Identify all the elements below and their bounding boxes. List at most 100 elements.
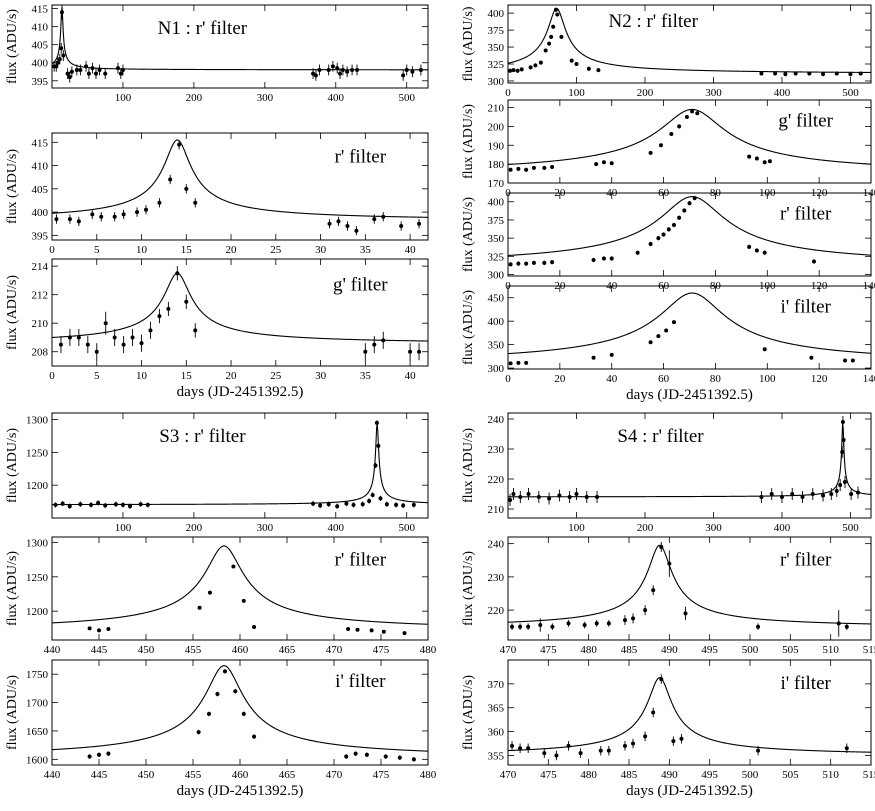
- point-marker: [783, 72, 788, 77]
- data-point: [659, 541, 664, 552]
- data-point: [511, 488, 516, 500]
- data-point: [157, 308, 162, 324]
- point-marker: [350, 67, 355, 72]
- point-marker: [591, 355, 596, 360]
- point-marker: [601, 160, 606, 165]
- point-marker: [574, 492, 579, 496]
- point-marker: [850, 358, 855, 363]
- data-point: [139, 334, 144, 352]
- panel-title: N1 : r' filter: [158, 18, 248, 39]
- point-marker: [531, 260, 536, 265]
- data-point: [759, 71, 764, 76]
- point-marker: [215, 692, 220, 697]
- y-tick-label: 395: [32, 230, 49, 242]
- data-point: [807, 71, 812, 76]
- point-marker: [844, 624, 849, 629]
- panel-title: N2 : r' filter: [608, 11, 698, 32]
- data-point: [821, 72, 826, 77]
- point-marker: [408, 349, 413, 354]
- point-marker: [327, 221, 332, 226]
- x-tick-label: 500: [742, 644, 759, 656]
- point-marker: [596, 68, 601, 73]
- data-point: [363, 343, 368, 361]
- data-point: [373, 462, 378, 469]
- point-marker: [383, 754, 388, 759]
- y-tick-label: 395: [32, 76, 49, 88]
- panel-title: r' filter: [335, 146, 387, 167]
- data-point: [783, 72, 788, 77]
- point-marker: [658, 143, 663, 148]
- point-marker: [566, 621, 571, 626]
- point-marker: [840, 450, 845, 454]
- data-point: [547, 492, 552, 505]
- data-point: [118, 68, 123, 79]
- y-axis-title: flux (ADU/s): [5, 149, 20, 224]
- data-point: [345, 221, 350, 231]
- x-tick-label: 500: [398, 522, 415, 534]
- y-axis-title: flux (ADU/s): [5, 9, 20, 84]
- data-point: [648, 340, 653, 345]
- data-point: [834, 71, 839, 76]
- point-marker: [252, 734, 257, 739]
- x-tick-label: 300: [705, 87, 722, 99]
- data-point: [606, 620, 611, 627]
- x-tick-label: 10: [136, 370, 148, 382]
- x-tick-label: 480: [420, 644, 437, 656]
- data-point: [834, 485, 839, 497]
- data-point: [144, 205, 148, 215]
- point-marker: [538, 623, 543, 628]
- point-marker: [330, 64, 335, 69]
- y-tick-label: 450: [488, 293, 505, 305]
- data-point: [350, 64, 355, 76]
- data-point: [566, 620, 571, 627]
- point-marker: [659, 677, 664, 682]
- data-point: [840, 446, 845, 458]
- data-point: [121, 336, 126, 354]
- data-point: [531, 165, 536, 170]
- y-tick-label: 200: [488, 121, 505, 133]
- y-tick-label: 405: [32, 40, 49, 52]
- point-marker: [651, 710, 656, 715]
- y-tick-label: 1250: [26, 572, 49, 584]
- data-point: [574, 61, 579, 67]
- panel-title: g' filter: [778, 110, 833, 131]
- data-point: [112, 328, 117, 347]
- point-marker: [166, 306, 171, 311]
- plot-frame: [51, 132, 429, 241]
- point-marker: [346, 627, 351, 632]
- x-tick-label: 20: [226, 370, 238, 382]
- y-axis-title: flux (ADU/s): [461, 197, 476, 272]
- point-marker: [311, 501, 316, 506]
- x-tick-label: 5: [94, 244, 100, 256]
- data-point: [112, 212, 117, 222]
- model-curve: [508, 544, 871, 625]
- data-point: [511, 68, 516, 73]
- data-point: [635, 250, 640, 255]
- point-marker: [335, 66, 340, 71]
- x-tick-label: 60: [658, 373, 670, 385]
- point-marker: [524, 360, 529, 365]
- x-tick-label: 100: [568, 87, 585, 99]
- point-marker: [121, 212, 126, 217]
- data-point: [594, 162, 599, 167]
- y-tick-label: 415: [32, 4, 49, 16]
- data-point: [59, 42, 64, 54]
- data-point: [554, 750, 559, 761]
- y-tick-label: 212: [32, 290, 49, 302]
- data-point: [166, 301, 171, 317]
- data-point: [61, 50, 66, 61]
- point-marker: [810, 492, 815, 496]
- point-marker: [139, 341, 144, 346]
- point-marker: [317, 67, 322, 72]
- point-marker: [367, 498, 372, 503]
- data-point: [113, 501, 118, 507]
- data-point: [96, 500, 101, 506]
- point-marker: [340, 67, 345, 72]
- point-marker: [184, 186, 189, 191]
- point-marker: [677, 215, 682, 220]
- point-marker: [76, 335, 81, 340]
- data-point: [128, 503, 133, 509]
- y-tick-label: 355: [488, 750, 505, 762]
- point-marker: [542, 751, 547, 756]
- point-marker: [112, 214, 117, 219]
